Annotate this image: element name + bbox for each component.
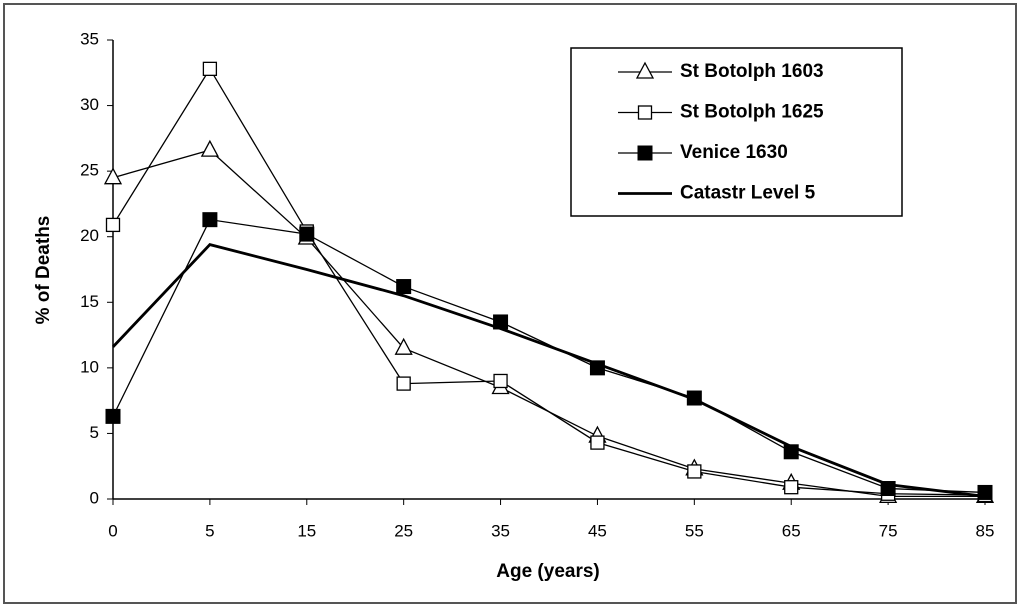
legend-label: St Botolph 1625 bbox=[680, 102, 824, 123]
y-tick-label: 10 bbox=[80, 357, 99, 376]
x-tick-label: 25 bbox=[394, 521, 413, 540]
y-tick-label: 0 bbox=[90, 488, 99, 507]
marker bbox=[635, 61, 655, 79]
marker bbox=[394, 337, 413, 355]
legend-label: Venice 1630 bbox=[680, 142, 788, 163]
marker bbox=[493, 373, 508, 389]
x-tick-label: 55 bbox=[685, 521, 704, 540]
marker bbox=[590, 435, 605, 450]
x-tick-label: 5 bbox=[205, 521, 214, 540]
marker bbox=[637, 105, 653, 120]
series-line bbox=[112, 67, 986, 496]
x-tick-label: 75 bbox=[879, 521, 898, 540]
y-tick-label: 5 bbox=[90, 423, 99, 442]
series-line bbox=[111, 243, 986, 498]
x-tick-label: 35 bbox=[491, 521, 510, 540]
legend-box bbox=[570, 47, 903, 217]
x-tick-label: 45 bbox=[588, 521, 607, 540]
marker bbox=[200, 139, 219, 157]
y-tick-label: 20 bbox=[80, 226, 99, 245]
marker bbox=[396, 376, 411, 391]
marker bbox=[103, 167, 123, 185]
x-axis-title: Age (years) bbox=[496, 561, 600, 582]
x-tick-label: 15 bbox=[297, 521, 316, 540]
x-tick-label: 0 bbox=[108, 521, 117, 540]
y-axis-title: % of Deaths bbox=[33, 216, 54, 325]
marker bbox=[105, 217, 121, 233]
marker bbox=[396, 279, 412, 295]
marker bbox=[202, 212, 218, 228]
marker bbox=[105, 408, 121, 424]
marker bbox=[784, 480, 799, 495]
y-tick-label: 30 bbox=[80, 95, 99, 114]
y-tick-label: 35 bbox=[80, 29, 99, 48]
marker bbox=[687, 464, 702, 479]
y-tick-label: 15 bbox=[80, 292, 99, 311]
legend-label: Catastr Level 5 bbox=[680, 183, 816, 204]
marker bbox=[202, 61, 218, 77]
marker bbox=[977, 484, 993, 500]
y-tick-label: 25 bbox=[80, 161, 99, 180]
x-tick-label: 65 bbox=[782, 521, 801, 540]
marker bbox=[637, 145, 653, 161]
x-tick-label: 85 bbox=[976, 521, 995, 540]
marker bbox=[299, 226, 315, 242]
legend-label: St Botolph 1603 bbox=[680, 61, 824, 82]
